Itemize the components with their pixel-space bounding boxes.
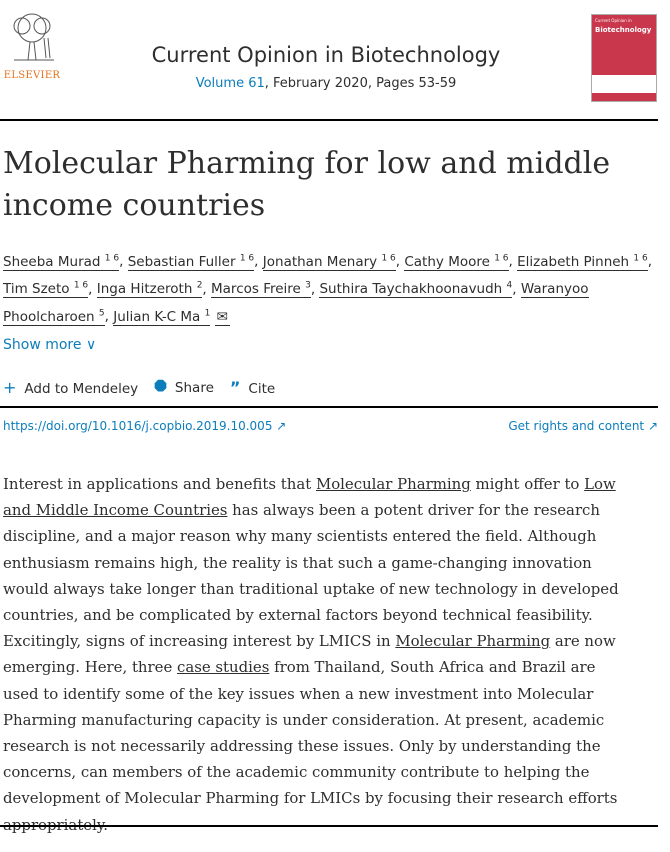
journal-title[interactable]: Current Opinion in Biotechnology	[151, 43, 501, 67]
quote-icon: ”	[229, 377, 241, 397]
share-label: Share	[174, 380, 214, 396]
author-affiliation: 1 6	[494, 253, 509, 263]
author-name: Jonathan Menary	[262, 253, 378, 270]
add-to-mendeley-button[interactable]: + Add to Mendeley	[3, 378, 138, 397]
abstract-divider	[0, 825, 658, 827]
journal-info: Volume 61, February 2020, Pages 53-59	[0, 76, 652, 91]
publisher-name: ELSEVIER	[3, 70, 61, 81]
share-icon: ⯃	[154, 377, 167, 396]
cover-image	[592, 75, 656, 93]
term-link[interactable]: Molecular Pharming	[315, 475, 471, 493]
author-affiliation: 1 6	[73, 280, 89, 291]
author-list: Sheeba Murad 1 6, Sebastian Fuller 1 6, …	[3, 253, 653, 326]
author-affiliation: 1 6	[104, 253, 120, 263]
author-link[interactable]: Suthira Taychakhoonavudh 4	[319, 280, 513, 298]
term-link[interactable]: Molecular Pharming	[395, 632, 551, 651]
author-link[interactable]: Inga Hitzeroth 2	[96, 280, 203, 298]
term-link[interactable]: case studies	[177, 658, 270, 677]
author-name: Sheeba Murad	[3, 253, 101, 270]
author-link[interactable]: Marcos Freire 3	[211, 281, 311, 298]
abstract-text: from Thailand, South Africa and Brazil a…	[3, 658, 618, 833]
author-link[interactable]: Julian K-C Ma 1	[113, 308, 211, 326]
author-link[interactable]: Elizabeth Pinneh 1 6	[517, 253, 648, 271]
author-name: Sebastian Fuller	[127, 253, 236, 270]
chevron-down-icon: ∨	[85, 337, 97, 353]
author-name: Suthira Taychakhoonavudh	[319, 281, 503, 297]
author-name: Tim Szeto	[3, 281, 70, 297]
author-name: Waranyoo Phoolcharoen	[3, 281, 589, 325]
journal-cover[interactable]: Current Opinion in Biotechnology	[591, 14, 657, 102]
cover-subtitle: Current Opinion in	[595, 18, 632, 23]
cite-label: Cite	[248, 380, 276, 397]
author-link[interactable]: Cathy Moore 1 6	[404, 253, 509, 271]
author-affiliation: 1 6	[633, 253, 648, 263]
abstract-text: are now emerging. Here, three	[3, 632, 616, 677]
abstract: Interest in applications and benefits th…	[3, 471, 631, 838]
author-affiliation: 1	[204, 308, 211, 318]
author-affiliation: 1 6	[381, 253, 396, 263]
author-name: Marcos Freire	[211, 281, 301, 297]
author-name: Julian K-C Ma	[113, 308, 201, 325]
doi-link[interactable]: https://doi.org/10.1016/j.copbio.2019.10…	[3, 419, 287, 433]
elsevier-logo[interactable]: ELSEVIER	[2, 12, 62, 82]
mendeley-label: Add to Mendeley	[24, 380, 139, 397]
author-link[interactable]: Jonathan Menary 1 6	[262, 253, 396, 271]
author-affiliation: 5	[98, 308, 105, 318]
term-link[interactable]: Low and Middle Income Countries	[3, 475, 616, 520]
author-link[interactable]: Sebastian Fuller 1 6	[127, 253, 255, 271]
author-name: Elizabeth Pinneh	[517, 253, 630, 270]
author-name: Cathy Moore	[404, 253, 490, 270]
author-link[interactable]: Tim Szeto 1 6	[3, 280, 89, 298]
share-button[interactable]: ⯃ Share	[154, 377, 214, 397]
email-icon[interactable]: ✉	[214, 308, 230, 326]
show-more-button[interactable]: Show more ∨	[3, 337, 96, 353]
rights-link[interactable]: Get rights and content ↗	[508, 419, 658, 433]
abstract-text: has always been a potent driver for the …	[3, 501, 619, 651]
cover-title: Biotechnology	[595, 26, 652, 34]
show-more-label: Show more	[3, 337, 82, 353]
author-link[interactable]: Waranyoo Phoolcharoen 5	[3, 281, 589, 326]
abstract-text: might offer to	[470, 475, 585, 493]
author-affiliation: 4	[506, 280, 513, 291]
plus-icon: +	[3, 377, 17, 397]
author-name: Inga Hitzeroth	[96, 281, 193, 297]
actions-divider	[0, 406, 658, 408]
elsevier-tree-icon	[13, 13, 54, 61]
article-title: Molecular Pharming for low and middle in…	[3, 146, 611, 223]
abstract-text: Interest in applications and benefits th…	[3, 475, 316, 493]
issue-details: , February 2020, Pages 53-59	[264, 76, 457, 91]
author-affiliation: 2	[196, 280, 203, 291]
author-affiliation: 3	[305, 280, 311, 291]
header-divider	[0, 119, 658, 121]
cite-button[interactable]: ” Cite	[230, 378, 275, 397]
volume-link[interactable]: Volume 61	[195, 76, 265, 91]
author-link[interactable]: Sheeba Murad 1 6	[3, 253, 120, 271]
article-actions: + Add to Mendeley ⯃ Share ” Cite	[3, 377, 275, 397]
author-affiliation: 1 6	[239, 253, 255, 263]
